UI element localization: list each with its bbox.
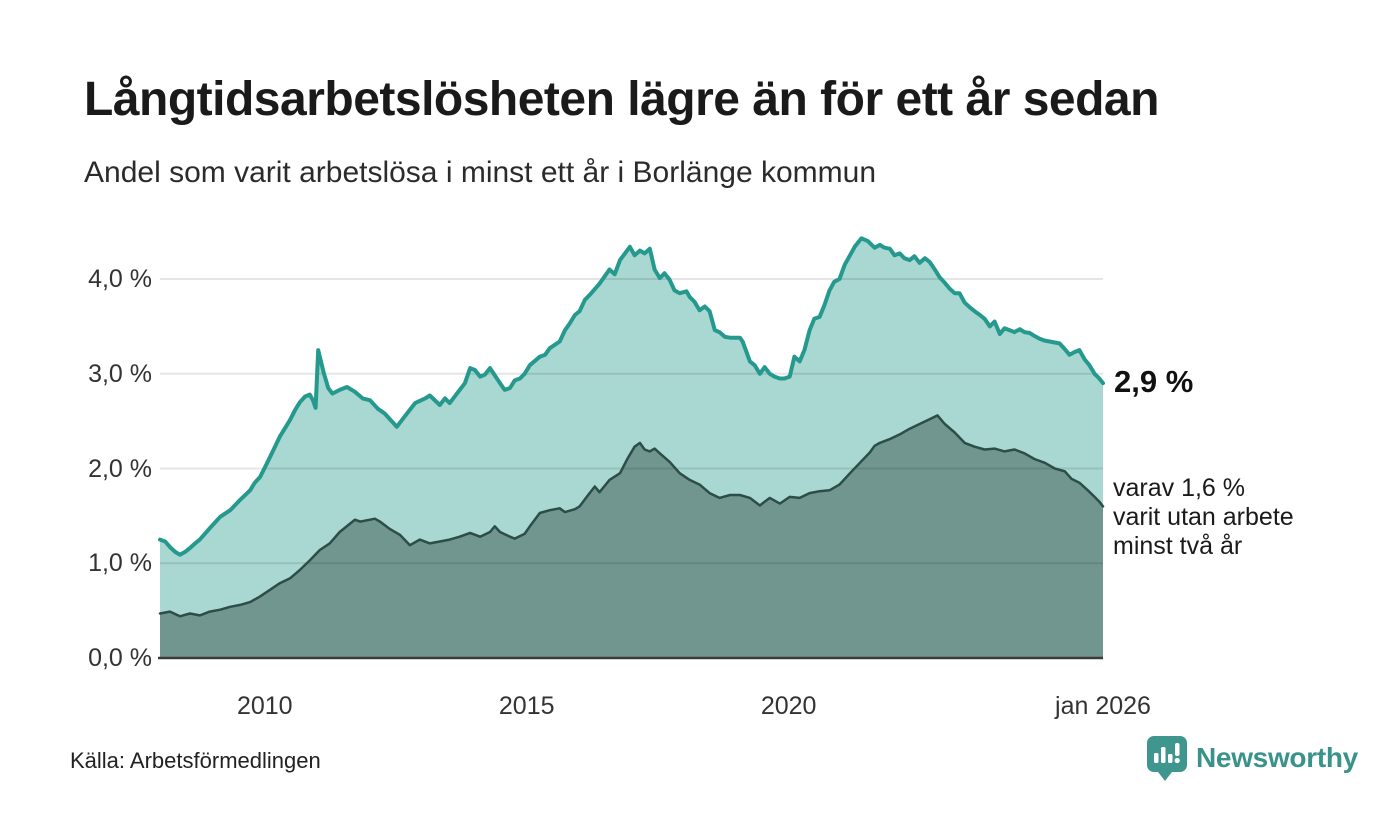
y-tick-label: 2,0 % [88,454,152,483]
newsworthy-speech-bubble-bar-chart-icon [1147,736,1187,781]
newsworthy-logo: Newsworthy [1145,735,1358,783]
two-year-label-line: varav 1,6 % [1113,474,1246,502]
y-tick-label: 3,0 % [88,359,152,388]
x-tick-label: jan 2026 [1055,692,1151,720]
x-tick-label: 2020 [760,692,817,720]
source-caption: Källa: Arbetsförmedlingen [70,748,321,773]
x-tick-label: 2010 [236,692,293,720]
two-year-value-label: varav 1,6 % varit utan arbete minst två … [1113,474,1294,561]
y-tick-label: 0,0 % [88,644,152,672]
x-tick-label: 2015 [498,692,555,720]
y-tick-label: 4,0 % [88,265,152,293]
two-year-label-line: varit utan arbete [1113,503,1294,531]
two-year-label-line: minst två år [1113,532,1243,560]
page-title: Långtidsarbetslösheten lägre än för ett … [84,73,1159,126]
newsworthy-logo-text: Newsworthy [1196,742,1358,773]
latest-value-label: 2,9 % [1114,364,1194,400]
y-tick-label: 1,0 % [88,549,152,578]
page-subtitle: Andel som varit arbetslösa i minst ett å… [84,156,876,189]
